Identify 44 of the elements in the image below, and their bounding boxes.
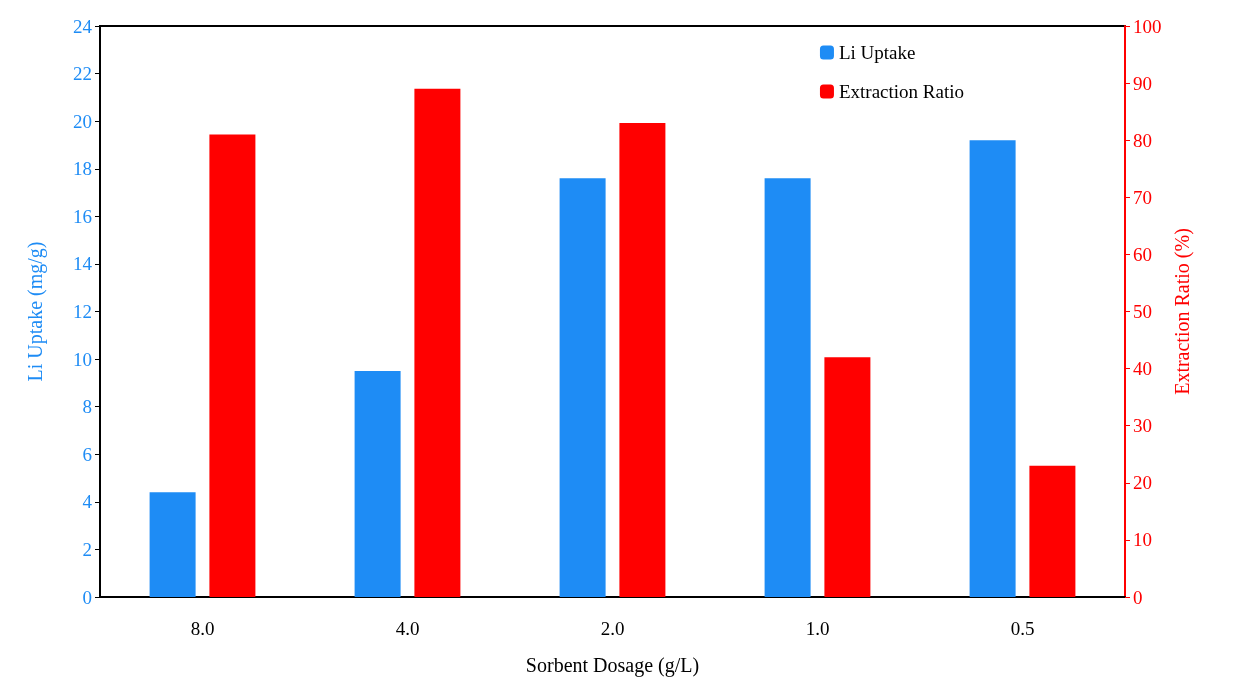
bar: [969, 140, 1016, 597]
y2-tick-label: 30: [1133, 415, 1152, 437]
x-tick-label: 2.0: [600, 618, 625, 639]
bar: [1029, 465, 1076, 597]
y-tick-label: 22: [73, 63, 92, 85]
y-tick-label: 16: [73, 205, 92, 227]
y2-tick-label: 0: [1133, 586, 1143, 608]
y-tick-label: 24: [73, 15, 93, 37]
y2-tick-label: 100: [1133, 15, 1162, 37]
y-tick-label: 0: [82, 586, 92, 608]
x-tick-label: 0.5: [1010, 618, 1035, 639]
y-tick-label: 6: [82, 443, 92, 465]
x-tick-label: 4.0: [395, 618, 420, 639]
x-tick-label: 1.0: [805, 618, 830, 639]
bar: [824, 357, 871, 597]
y-tick-label: 10: [73, 348, 92, 370]
y2-tick-label: 20: [1133, 472, 1152, 494]
x-axis-title: Sorbent Dosage (g/L): [525, 654, 700, 677]
y2-tick-label: 90: [1133, 72, 1152, 94]
y-tick-label: 4: [82, 491, 93, 513]
y2-tick-label: 80: [1133, 129, 1152, 151]
bar: [619, 123, 666, 597]
y-axis-title: Li Uptake (mg/g): [24, 241, 47, 382]
bar: [414, 88, 461, 597]
y2-tick-label: 40: [1133, 358, 1152, 380]
y-tick-label: 12: [73, 301, 92, 322]
y2-tick-label: 70: [1133, 186, 1152, 208]
bar: [559, 178, 606, 597]
legend-label: Extraction Ratio: [838, 81, 965, 102]
legend-label: Li Uptake: [838, 42, 916, 63]
y-tick-label: 14: [73, 253, 93, 275]
y2-tick-label: 50: [1133, 301, 1152, 322]
bar: [149, 492, 196, 597]
y2-tick-label: 60: [1133, 243, 1152, 265]
bar: [209, 134, 256, 597]
x-tick-label: 8.0: [190, 618, 215, 639]
y2-tick-label: 10: [1133, 529, 1152, 551]
y-tick-label: 2: [82, 538, 92, 560]
bar: [354, 370, 401, 597]
bar: [764, 178, 811, 597]
y-tick-label: 8: [82, 396, 92, 418]
y-tick-label: 20: [73, 110, 92, 132]
y2-axis-title: Extraction Ratio (%): [1171, 228, 1195, 395]
y-tick-label: 18: [73, 158, 92, 180]
